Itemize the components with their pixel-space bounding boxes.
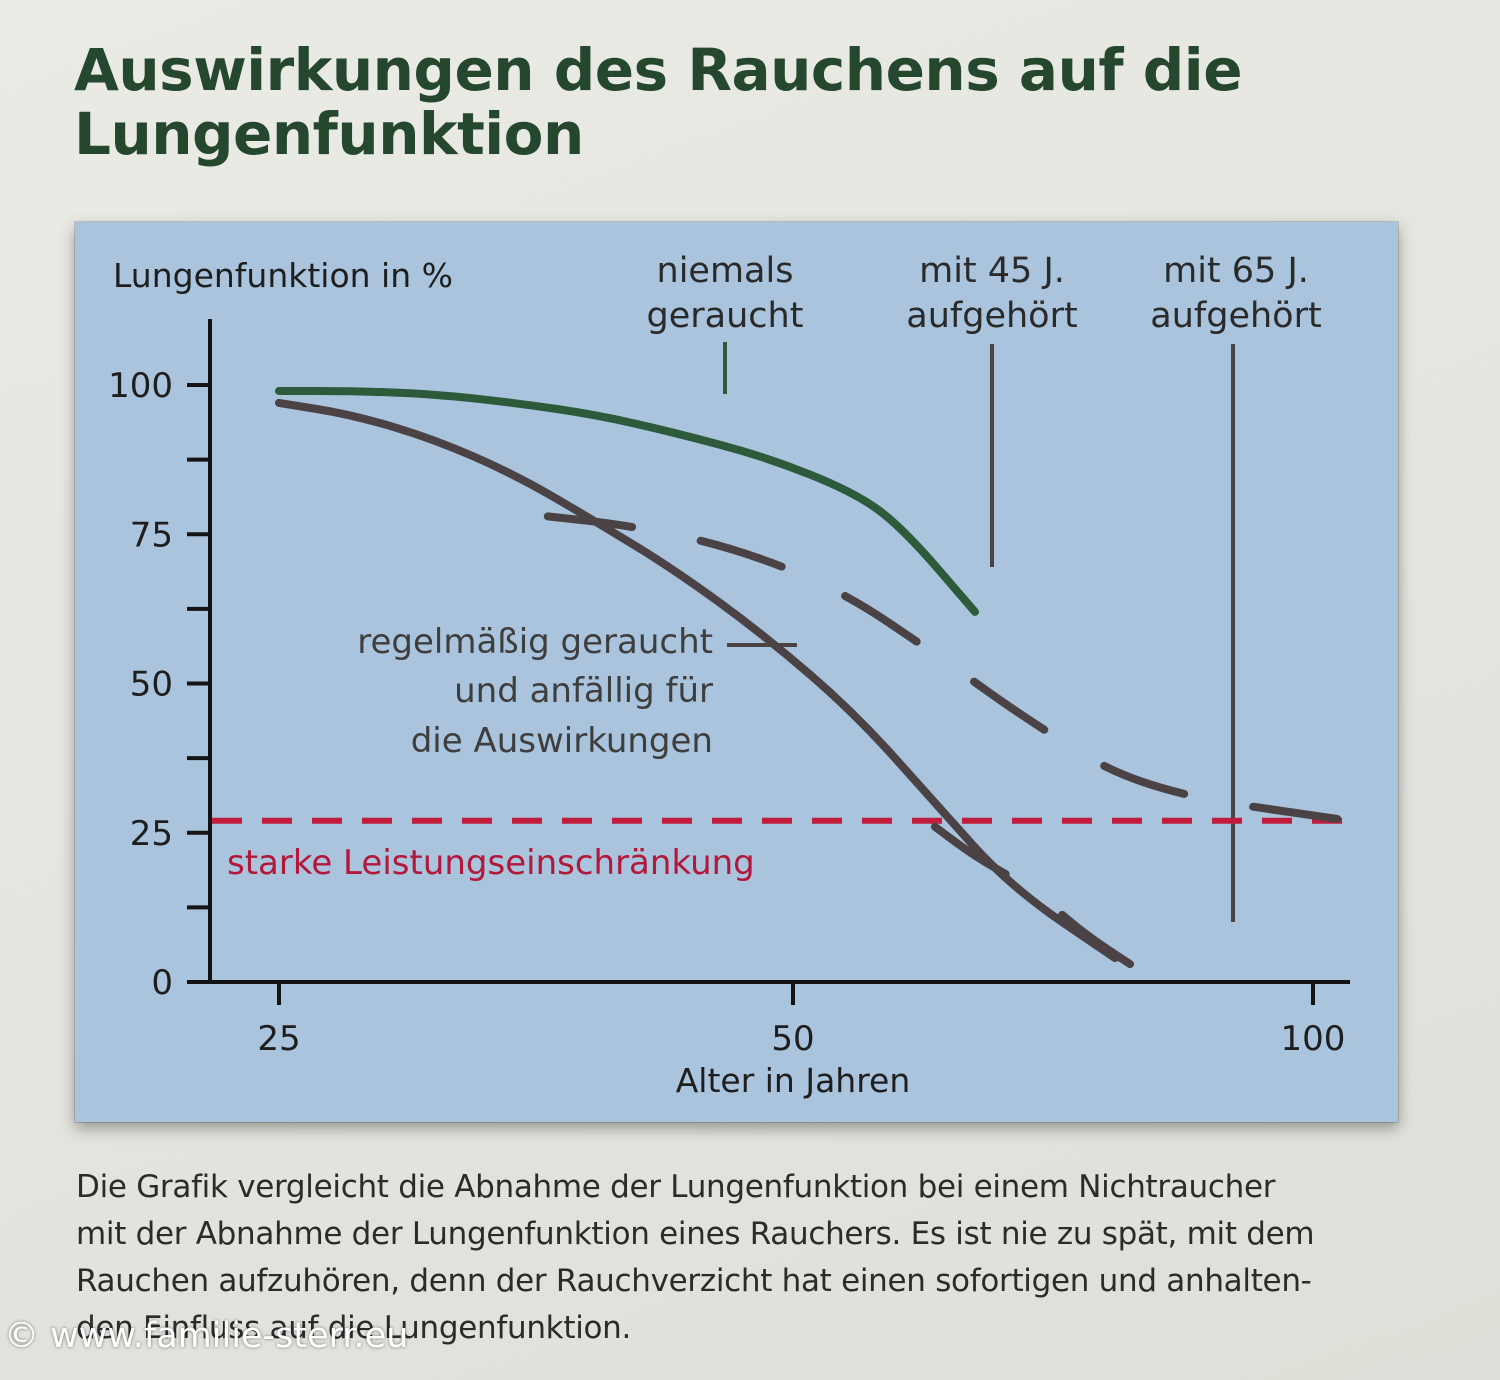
curve-quit-at-45 bbox=[543, 512, 1354, 825]
label-never-line-2: geraucht bbox=[647, 296, 804, 336]
watermark: © www.familie-sterr.eu bbox=[4, 1316, 409, 1356]
label-quit45-line-1: mit 45 J. bbox=[919, 251, 1065, 291]
curve-regular-smoker bbox=[275, 398, 1119, 963]
y-tick-label-0: 0 bbox=[151, 963, 173, 1003]
caption-line-3: Rauchen aufzuhören, denn der Rauchverzic… bbox=[76, 1263, 1312, 1299]
caption: Die Grafik vergleicht die Abnahme der Lu… bbox=[76, 1164, 1476, 1352]
caption-line-2: mit der Abnahme der Lungenfunktion eines… bbox=[76, 1216, 1315, 1252]
y-tick-label-100: 100 bbox=[108, 366, 173, 406]
x-tick-label-25: 25 bbox=[257, 1019, 300, 1059]
title-line-1: Auswirkungen des Rauchens auf die bbox=[74, 36, 1243, 104]
label-regular-line-2: und anfällig für bbox=[454, 671, 713, 711]
x-tick-label-100: 100 bbox=[1281, 1019, 1346, 1059]
caption-line-4: den Einfluss auf die Lungenfunktion. bbox=[76, 1310, 632, 1346]
y-tick-label-75: 75 bbox=[130, 515, 173, 555]
label-quit45-line-2: aufgehört bbox=[906, 296, 1077, 336]
y-tick-label-25: 25 bbox=[130, 814, 173, 854]
label-quit65-line-2: aufgehört bbox=[1150, 296, 1321, 336]
y-tick-label-50: 50 bbox=[130, 665, 173, 705]
title-line-2: Lungenfunktion bbox=[74, 100, 584, 168]
x-axis-label: Alter in Jahren bbox=[676, 1061, 911, 1100]
label-quit65-line-1: mit 65 J. bbox=[1163, 251, 1309, 291]
label-never-line-1: niemals bbox=[657, 251, 794, 291]
caption-line-1: Die Grafik vergleicht die Abnahme der Lu… bbox=[76, 1169, 1276, 1205]
threshold-label: starke Leistungseinschränkung bbox=[227, 843, 755, 883]
curve-never-smoked bbox=[275, 386, 979, 616]
label-regular-line-3: die Auswirkungen bbox=[411, 721, 713, 761]
lung-function-chart: Lungenfunktion in % Alter in Jahren niem… bbox=[108, 251, 1354, 1100]
page-title: Auswirkungen des Rauchens auf die Lungen… bbox=[74, 38, 1274, 166]
chart-panel: Lungenfunktion in % Alter in Jahren niem… bbox=[75, 222, 1398, 1122]
y-axis-label: Lungenfunktion in % bbox=[113, 256, 453, 295]
curve-quit-at-65 bbox=[931, 822, 1134, 969]
x-tick-label-50: 50 bbox=[771, 1019, 814, 1059]
label-regular-line-1: regelmäßig geraucht bbox=[357, 622, 713, 662]
